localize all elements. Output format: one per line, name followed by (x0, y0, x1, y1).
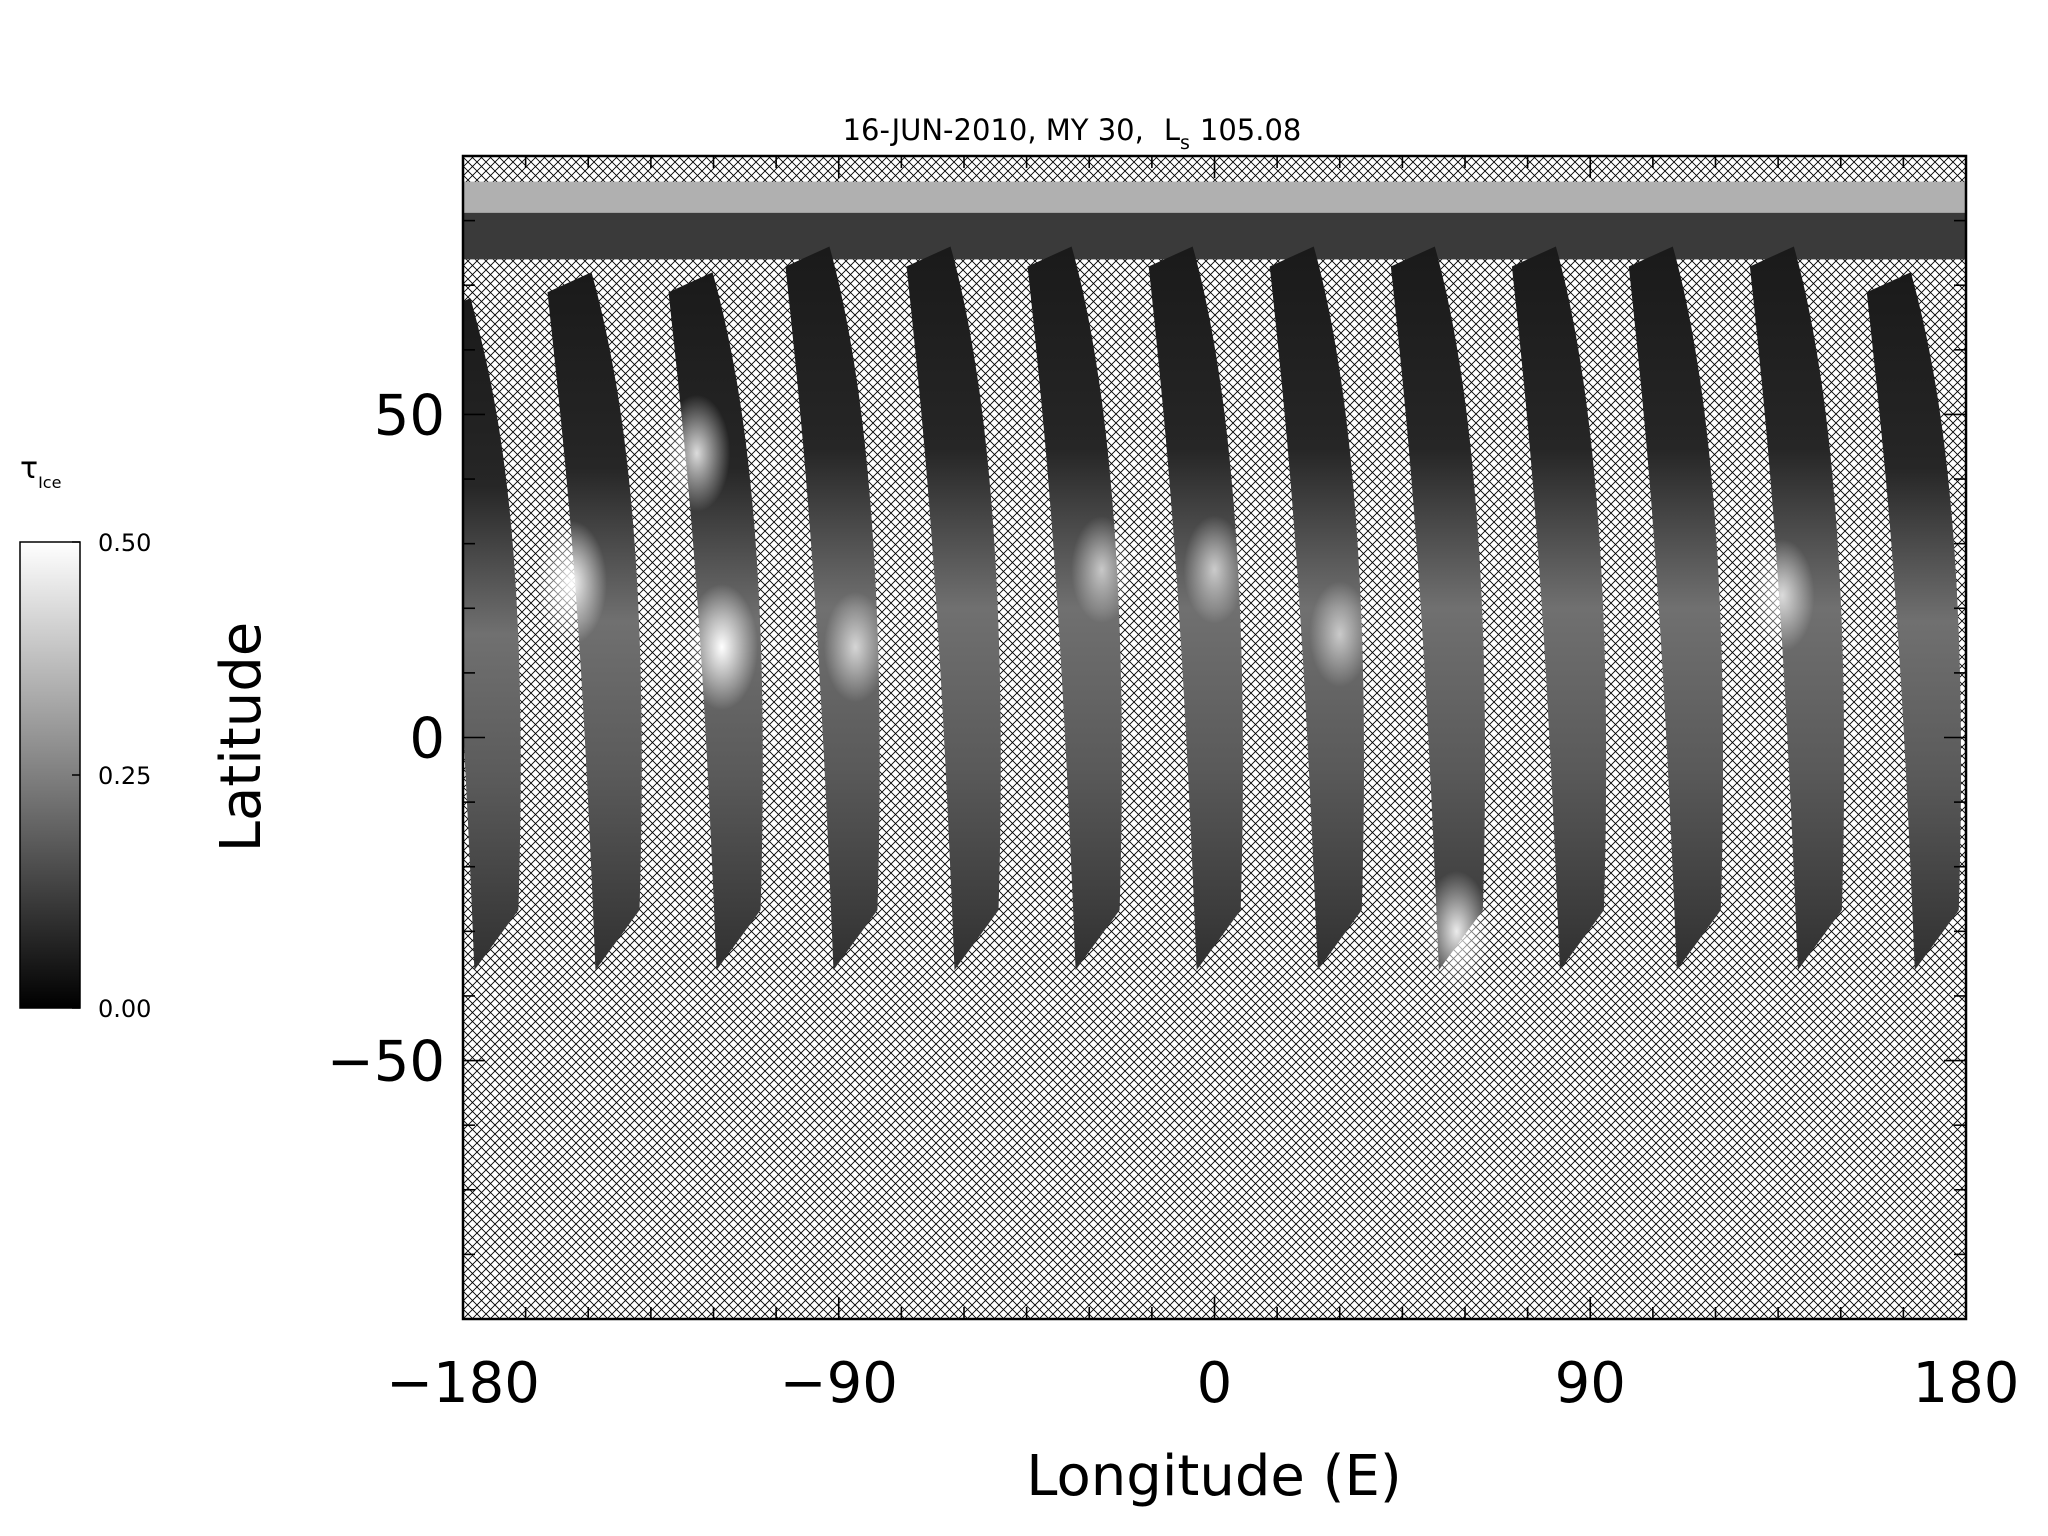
plot-area: −180 −90 0 90 180 50 0 −50 (327, 154, 2019, 1416)
colorbar-tick-label: 0.00 (98, 995, 151, 1023)
polar-cap-bright (463, 181, 1966, 213)
colorbar-label: τIce (20, 451, 61, 492)
cloud-8 (1750, 539, 1815, 652)
cloud-3 (685, 584, 758, 711)
y-tick-label: −50 (327, 1030, 445, 1095)
swath-10 (1511, 246, 1607, 971)
colorbar-tick-label: 0.50 (98, 529, 151, 557)
swath-9 (1390, 246, 1486, 971)
chart-title: 16-JUN-2010, MY 30, Ls 105.08 (843, 113, 1302, 154)
colorbar-label-main: τ (20, 451, 38, 486)
cloud-layer (536, 394, 1815, 992)
x-tick-labels: −180 −90 0 90 180 (386, 1351, 2019, 1416)
title-ls: L (1164, 113, 1180, 147)
swath-11 (1628, 246, 1724, 971)
swath-6 (1027, 246, 1122, 971)
cloud-5 (1071, 516, 1133, 623)
y-tick-label: 0 (409, 707, 445, 772)
swath-4 (785, 246, 880, 971)
swath-layer (463, 246, 1962, 971)
colorbar-scale (19, 541, 81, 1009)
colorbar-ticks: 0.00 0.25 0.50 (72, 529, 151, 1023)
title-date: 16-JUN-2010, MY 30, (843, 113, 1144, 147)
x-tick-label: −90 (780, 1351, 898, 1416)
cloud-9 (1422, 871, 1492, 992)
cloud-2 (663, 394, 731, 512)
x-tick-label: 0 (1197, 1351, 1233, 1416)
x-tick-label: 90 (1555, 1351, 1626, 1416)
swath-1 (463, 298, 521, 971)
swath-5 (906, 246, 1001, 971)
swath-13 (1866, 272, 1962, 971)
x-axis-label: Longitude (E) (1026, 1444, 1401, 1509)
title-ls-value: 105.08 (1200, 113, 1301, 147)
colorbar-tick-label: 0.25 (98, 762, 151, 790)
x-tick-label: −180 (386, 1351, 540, 1416)
colorbar: τIce 0.00 0.25 0.50 (19, 451, 151, 1023)
cloud-4 (823, 591, 887, 703)
minor-ticks (462, 155, 1967, 1320)
cloud-1 (536, 520, 607, 645)
y-tick-label: 50 (374, 383, 445, 448)
y-axis-label: Latitude (209, 622, 274, 852)
north-polar-band (463, 181, 1966, 260)
x-tick-label: 180 (1913, 1351, 2020, 1416)
colorbar-label-sub: Ice (38, 473, 61, 492)
y-tick-labels: 50 0 −50 (327, 383, 445, 1094)
title-ls-sub: s (1180, 132, 1190, 154)
cloud-6 (1183, 515, 1246, 624)
cloud-7 (1309, 581, 1370, 688)
